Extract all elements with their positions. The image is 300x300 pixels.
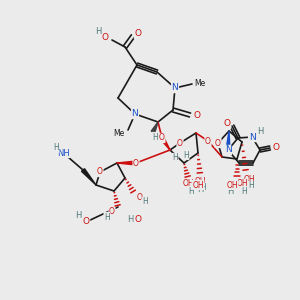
Text: Me: Me (194, 80, 206, 88)
Text: OH: OH (226, 181, 238, 190)
Text: OH: OH (243, 175, 255, 184)
Text: O: O (137, 193, 143, 202)
Polygon shape (160, 137, 170, 150)
Text: O: O (133, 158, 139, 167)
Text: O: O (159, 134, 165, 142)
Text: H: H (183, 151, 189, 160)
Text: H: H (142, 197, 148, 206)
Text: N: N (225, 146, 231, 154)
Text: NH: NH (57, 148, 69, 158)
Text: H: H (152, 133, 158, 142)
Text: H: H (197, 185, 203, 194)
Text: O: O (205, 136, 211, 146)
Polygon shape (151, 122, 158, 133)
Text: O: O (177, 139, 183, 148)
Text: H: H (227, 188, 233, 196)
Text: O: O (82, 218, 89, 226)
Text: O: O (134, 215, 142, 224)
Text: OH: OH (194, 176, 206, 185)
Text: N: N (249, 133, 255, 142)
Text: H: H (248, 182, 254, 190)
Text: H: H (127, 215, 133, 224)
Polygon shape (226, 131, 230, 150)
Text: H: H (95, 28, 101, 37)
Text: O: O (101, 34, 109, 43)
Text: H: H (241, 187, 247, 196)
Text: N: N (132, 110, 138, 118)
Text: O: O (109, 208, 115, 217)
Text: H: H (75, 211, 81, 220)
Text: H: H (104, 212, 110, 221)
Text: OH: OH (192, 181, 204, 190)
Text: H: H (200, 184, 206, 193)
Text: O: O (134, 29, 142, 38)
Text: N: N (172, 83, 178, 92)
Text: O: O (97, 167, 103, 176)
Text: O: O (272, 143, 280, 152)
Text: OH: OH (182, 179, 194, 188)
Text: O: O (215, 139, 221, 148)
Polygon shape (82, 169, 96, 185)
Polygon shape (117, 161, 136, 165)
Text: OH: OH (236, 179, 248, 188)
Text: O: O (224, 119, 230, 128)
Text: H: H (172, 154, 178, 163)
Text: H: H (257, 128, 263, 136)
Text: H: H (188, 187, 194, 196)
Text: H: H (53, 143, 59, 152)
Text: O: O (194, 110, 200, 119)
Text: Me: Me (113, 128, 124, 137)
